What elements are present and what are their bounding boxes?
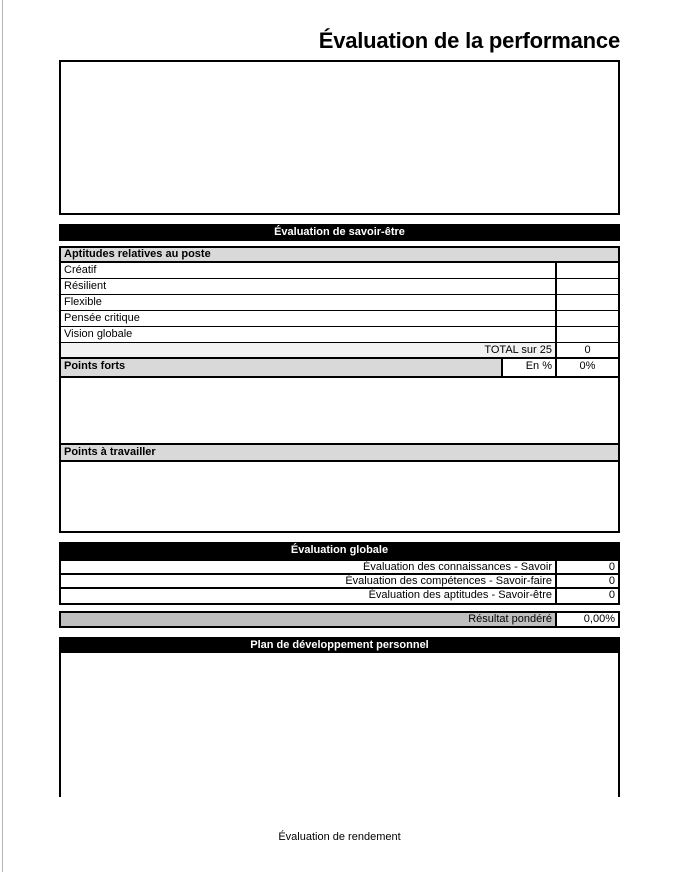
spacer — [59, 215, 620, 224]
skill-label: Résilient — [64, 280, 107, 292]
skill-score-cell[interactable] — [555, 263, 618, 278]
skill-label: Pensée critique — [64, 312, 140, 324]
total-value-cell: 0 — [555, 343, 618, 357]
percent-value-cell: 0% — [555, 359, 618, 376]
section-header-savoir-etre: Évaluation de savoir-être — [59, 224, 620, 241]
table-row: Pensée critique — [61, 311, 618, 327]
total-label: TOTAL sur 25 — [484, 344, 552, 356]
header-info-box[interactable] — [59, 60, 620, 215]
spacer — [59, 533, 620, 542]
result-value-cell: 0,00% — [555, 613, 618, 626]
skill-score-cell[interactable] — [555, 327, 618, 342]
page-left-edge — [2, 0, 3, 872]
globale-row-value: 0 — [555, 589, 618, 603]
result-row: Résultat pondéré 0,00% — [59, 611, 620, 628]
total-row: TOTAL sur 25 0 — [61, 343, 618, 359]
table-row: Flexible — [61, 295, 618, 311]
globale-row-value: 0 — [555, 561, 618, 573]
points-forts-textarea[interactable] — [59, 378, 620, 445]
table-row: Vision globale — [61, 327, 618, 343]
page-title: Évaluation de la performance — [318, 28, 620, 53]
table-row: Créatif — [61, 263, 618, 279]
table-row: Évaluation des compétences - Savoir-fair… — [61, 575, 618, 589]
sheet-footer-label: Évaluation de rendement — [278, 831, 401, 843]
plan-textarea[interactable] — [59, 653, 620, 797]
skill-score-cell[interactable] — [555, 295, 618, 310]
globale-row-label: Évaluation des aptitudes - Savoir-être — [368, 589, 552, 601]
globale-row-label: Évaluation des connaissances - Savoir — [363, 561, 552, 573]
form-content: Évaluation de la performance Évaluation … — [59, 0, 620, 797]
result-label: Résultat pondéré — [61, 613, 555, 626]
table-row: Évaluation des connaissances - Savoir 0 — [61, 561, 618, 575]
globale-row-label: Évaluation des compétences - Savoir-fair… — [345, 575, 552, 587]
table-row: Évaluation des aptitudes - Savoir-être 0 — [61, 589, 618, 603]
globale-table: Évaluation des connaissances - Savoir 0 … — [59, 559, 620, 605]
skills-table: Créatif Résilient Flexible Pensée critiq… — [59, 263, 620, 378]
points-travailler-label: Points à travailler — [59, 445, 620, 462]
subheader-aptitudes: Aptitudes relatives au poste — [59, 246, 620, 263]
section-header-globale: Évaluation globale — [59, 542, 620, 559]
spacer — [59, 628, 620, 637]
globale-row-value: 0 — [555, 575, 618, 587]
percent-label: En % — [501, 359, 555, 376]
table-row: Résilient — [61, 279, 618, 295]
points-forts-row: Points forts En % 0% — [61, 359, 618, 376]
skill-label: Créatif — [64, 264, 97, 276]
skill-label: Flexible — [64, 296, 102, 308]
points-travailler-textarea[interactable] — [59, 462, 620, 533]
section-header-plan: Plan de développement personnel — [59, 637, 620, 653]
points-forts-label: Points forts — [61, 359, 501, 376]
skill-label: Vision globale — [64, 328, 133, 340]
skill-score-cell[interactable] — [555, 311, 618, 326]
skill-score-cell[interactable] — [555, 279, 618, 294]
